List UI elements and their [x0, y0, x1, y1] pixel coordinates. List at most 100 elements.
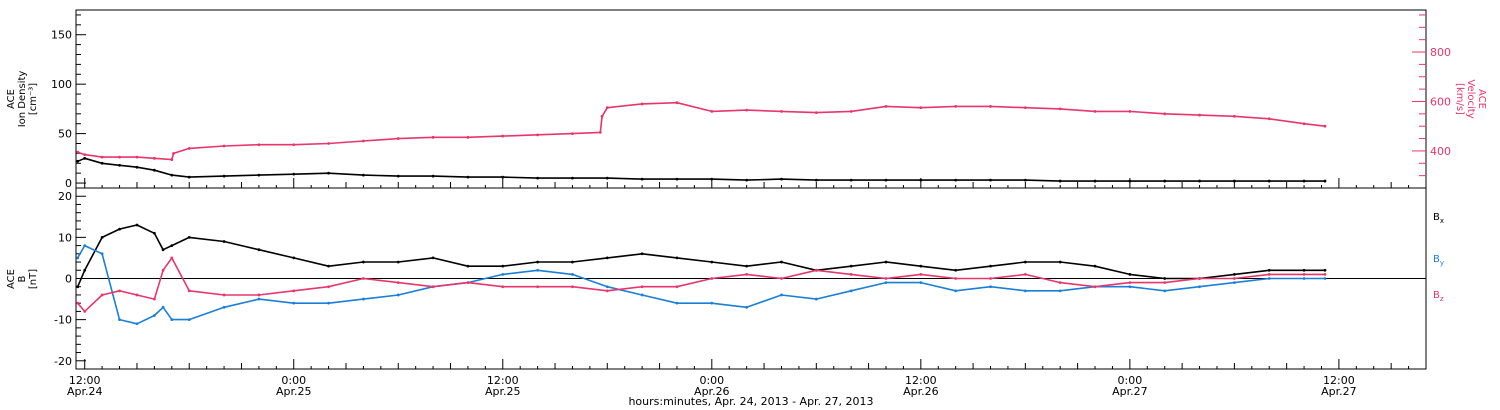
series-velocity-point [1163, 112, 1167, 116]
series-bz-point [135, 293, 139, 297]
series-velocity-point [187, 147, 191, 150]
series-bz-point [954, 277, 958, 280]
series-bz-point [849, 272, 853, 276]
series-by-point [571, 272, 574, 276]
top-right-tick-label: 800 [1430, 46, 1451, 59]
top-left-tick-label: 50 [58, 128, 72, 141]
series-bz-point [884, 277, 888, 280]
series-bz-point [814, 268, 818, 272]
top-right-label-line1: ACE [1476, 89, 1487, 109]
series-by-point [292, 301, 296, 305]
x-tick-label-time: 0:00 [699, 374, 724, 387]
series-bx-point [170, 244, 174, 247]
series-bz-point [100, 293, 104, 297]
series-ion-density-point [135, 165, 139, 169]
series-bz-point [536, 285, 540, 289]
series-bx-point [1058, 260, 1062, 264]
series-by-point [100, 252, 104, 256]
top-left-tick-label: 0 [65, 177, 72, 190]
series-velocity-point [710, 109, 714, 113]
series-velocity-point [600, 114, 604, 118]
top-left-tick-label: 100 [51, 78, 72, 91]
series-by-point [675, 301, 679, 305]
series-bx-point [327, 264, 330, 268]
series-velocity-point [100, 155, 104, 159]
series-bz-point [1128, 281, 1132, 285]
series-ion-density-point [501, 175, 505, 179]
series-bx-point [118, 227, 121, 231]
series-velocity-point [1232, 114, 1236, 118]
series-velocity-point [362, 139, 365, 143]
series-bz-point [161, 268, 165, 272]
series-bz-point [327, 285, 330, 289]
series-velocity-point [222, 144, 226, 148]
series-bx-point [1267, 268, 1271, 272]
series-ion-density-point [431, 174, 435, 178]
series-by-point [605, 285, 609, 289]
series-ion-density-point [222, 174, 226, 178]
series-bx-point [431, 256, 435, 260]
x-tick-label-date: Apr.26 [694, 385, 730, 398]
series-ion-density-point [83, 156, 87, 160]
x-tick-label-date: Apr.24 [67, 385, 103, 398]
x-tick-label-time: 12:00 [69, 374, 101, 387]
series-by-point [989, 285, 992, 289]
series-ion-density-point [152, 168, 156, 172]
bottom-left-tick-label: -10 [54, 314, 72, 327]
series-bz-point [1093, 285, 1097, 289]
series-ion-density-point [170, 173, 174, 177]
series-velocity-point [1198, 113, 1201, 117]
series-velocity-point [1267, 117, 1271, 121]
x-tick-label-date: Apr.25 [485, 385, 521, 398]
series-velocity-point [849, 109, 853, 113]
series-bz-point [396, 281, 400, 285]
series-by-point [362, 297, 365, 301]
top-left-label-line3: [cm⁻³] [28, 83, 39, 115]
series-ion-density-point [675, 177, 679, 181]
series-by-point [1198, 285, 1201, 289]
series-by-point [814, 297, 818, 301]
series-bx-point [571, 260, 574, 264]
series-bz-point [989, 277, 992, 280]
series-velocity-point [466, 135, 470, 139]
series-velocity-point [675, 101, 679, 105]
series-bx-point [396, 260, 400, 264]
series-bz-point [1163, 281, 1167, 285]
top-left-axis: 0 50 100 150 [51, 14, 86, 190]
series-ion-density-point [1058, 179, 1062, 183]
series-ion-density-point [571, 176, 574, 180]
series-velocity-point [1058, 107, 1062, 111]
series-bx-point [76, 285, 80, 289]
series-bx-point [1093, 264, 1097, 268]
series-bx-point [745, 264, 749, 268]
series-bx-point [362, 260, 365, 264]
series-velocity-point [118, 155, 121, 159]
x-tick-label-date: Apr.25 [276, 385, 312, 398]
series-bz-point [1023, 272, 1027, 276]
series-ion-density-point [1302, 179, 1306, 183]
series-ion-density-point [1198, 179, 1201, 183]
series-ion-density-point [1232, 179, 1236, 183]
series-ion-density-point [954, 178, 958, 182]
bottom-left-tick-label: -20 [54, 355, 72, 368]
series-bx-point [1323, 268, 1327, 272]
series-ion-density-point [100, 161, 104, 165]
series-ion-density-point [640, 177, 644, 181]
series-bx-point [187, 235, 191, 239]
series-bz-point [1058, 281, 1062, 285]
series-bz-point [83, 310, 87, 313]
series-ion-density-point [362, 173, 365, 177]
series-velocity-point [172, 151, 175, 155]
series-by-point [1023, 289, 1027, 293]
series-bx-point [605, 256, 609, 260]
series-ion-density-point [710, 177, 714, 181]
bottom-left-tick-label: 10 [58, 231, 72, 244]
series-bx-point [83, 268, 87, 272]
series-bz-point [118, 289, 121, 293]
series-by-point [710, 301, 714, 305]
series-ion-density-point [1093, 179, 1097, 183]
series-by-point [1267, 277, 1271, 280]
series-velocity-point [501, 134, 505, 138]
series-bz-point [431, 285, 435, 289]
